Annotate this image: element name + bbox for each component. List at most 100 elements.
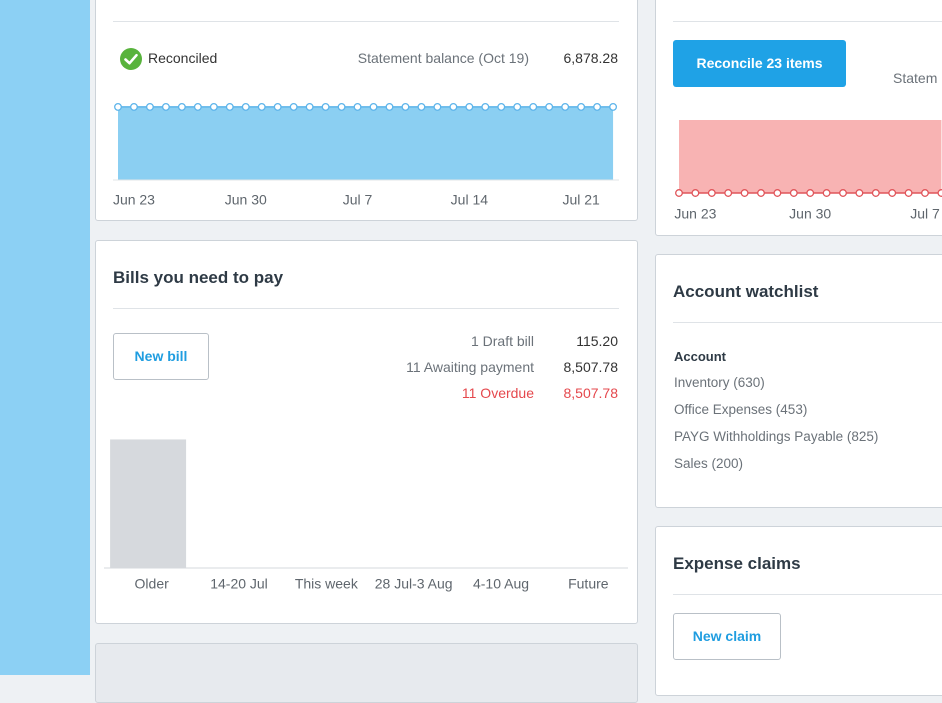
divider bbox=[673, 322, 942, 323]
bar bbox=[110, 439, 187, 568]
reconcile-chart: Jun 23 Jun 30 Jul 7 bbox=[674, 120, 942, 222]
point bbox=[871, 189, 880, 197]
expense-card bbox=[655, 526, 942, 696]
point bbox=[193, 102, 202, 111]
point bbox=[855, 189, 864, 197]
bank-chart: Jun 23 Jun 30 Jul 7 Jul 14 Jul 21 bbox=[113, 102, 619, 208]
point bbox=[529, 102, 538, 111]
x-tick-label: Jul 21 bbox=[562, 192, 600, 208]
x-tick-label: Jun 23 bbox=[674, 206, 716, 222]
summary-label: 11 Overdue bbox=[461, 385, 534, 401]
new-claim-button[interactable]: New claim bbox=[673, 613, 781, 660]
point bbox=[481, 102, 490, 111]
summary-amount: 8,507.78 bbox=[563, 359, 619, 375]
watchlist-card bbox=[655, 254, 942, 508]
card-title: Bills you need to pay bbox=[113, 268, 284, 287]
card-title: Account watchlist bbox=[673, 282, 819, 301]
point bbox=[114, 102, 122, 111]
new-bill-button[interactable]: New bill bbox=[113, 333, 209, 380]
point bbox=[130, 102, 138, 111]
point bbox=[789, 189, 798, 197]
point bbox=[305, 102, 314, 111]
point bbox=[593, 102, 602, 111]
status-text: Reconciled bbox=[148, 50, 218, 66]
point bbox=[321, 102, 330, 111]
divider bbox=[673, 594, 942, 595]
x-tick-label: Future bbox=[568, 576, 609, 592]
point bbox=[577, 102, 586, 111]
reconcile-card bbox=[655, 0, 942, 236]
divider bbox=[673, 21, 942, 22]
point bbox=[497, 102, 506, 111]
point bbox=[921, 189, 929, 197]
point bbox=[433, 102, 442, 111]
point bbox=[839, 189, 847, 197]
x-tick-label: Jul 7 bbox=[910, 206, 940, 222]
point bbox=[449, 102, 458, 111]
divider bbox=[113, 21, 619, 22]
point bbox=[273, 102, 282, 111]
point bbox=[513, 102, 522, 111]
point bbox=[545, 102, 554, 111]
point bbox=[691, 189, 700, 197]
point bbox=[145, 102, 154, 111]
divider bbox=[113, 308, 619, 309]
point bbox=[707, 189, 716, 197]
point bbox=[675, 189, 683, 197]
column-header: Account bbox=[674, 349, 726, 364]
x-tick-label: 28 Jul-3 Aug bbox=[375, 576, 453, 592]
point bbox=[937, 189, 942, 197]
area bbox=[118, 106, 614, 180]
point bbox=[289, 102, 298, 111]
x-tick-label: Older bbox=[135, 576, 170, 592]
point bbox=[465, 102, 474, 111]
statement-balance: 6,878.28 bbox=[563, 50, 619, 66]
account-row: Office Expenses (453) bbox=[674, 402, 808, 417]
area bbox=[679, 120, 942, 193]
summary-amount: 115.20 bbox=[576, 333, 618, 349]
point bbox=[888, 189, 897, 197]
point bbox=[757, 189, 765, 197]
statement-label: Statem bbox=[893, 70, 938, 86]
point bbox=[740, 189, 749, 197]
point bbox=[209, 102, 218, 111]
point bbox=[385, 102, 394, 111]
point bbox=[225, 102, 234, 111]
bills-chart: Older 14-20 Jul This week 28 Jul-3 Aug 4-10 … bbox=[104, 439, 628, 592]
sidebar-strip bbox=[0, 0, 90, 675]
statement-label: Statement balance (Oct 19) bbox=[357, 50, 529, 66]
point bbox=[609, 102, 618, 111]
point bbox=[177, 102, 186, 111]
account-row: Inventory (630) bbox=[674, 375, 765, 390]
summary-label: 11 Awaiting payment bbox=[406, 359, 534, 375]
card-title: Expense claims bbox=[673, 554, 801, 573]
x-tick-label: 14-20 Jul bbox=[210, 576, 268, 592]
point bbox=[822, 189, 831, 197]
point bbox=[773, 189, 782, 197]
point bbox=[561, 102, 570, 111]
point bbox=[241, 102, 250, 111]
x-tick-label: Jul 14 bbox=[451, 192, 489, 208]
point bbox=[401, 102, 410, 111]
summary-amount: 8,507.78 bbox=[563, 385, 619, 401]
x-tick-label: Jun 30 bbox=[225, 192, 267, 208]
x-tick-label: This week bbox=[295, 576, 359, 592]
account-row: Sales (200) bbox=[674, 456, 744, 471]
x-tick-label: Jul 7 bbox=[343, 192, 373, 208]
point bbox=[417, 102, 426, 111]
point bbox=[724, 189, 733, 197]
account-row: PAYG Withholdings Payable (825) bbox=[674, 429, 879, 444]
point bbox=[369, 102, 378, 111]
x-tick-label: 4-10 Aug bbox=[473, 576, 529, 592]
point bbox=[353, 102, 362, 111]
reconcile-button[interactable]: Reconcile 23 items bbox=[673, 40, 846, 87]
summary-label: 1 Draft bill bbox=[470, 333, 534, 349]
point bbox=[337, 102, 346, 111]
point bbox=[161, 102, 170, 111]
x-tick-label: Jun 30 bbox=[789, 206, 831, 222]
point bbox=[257, 102, 266, 111]
x-tick-label: Jun 23 bbox=[113, 192, 155, 208]
reconciled-icon bbox=[120, 48, 142, 70]
point bbox=[904, 189, 913, 197]
